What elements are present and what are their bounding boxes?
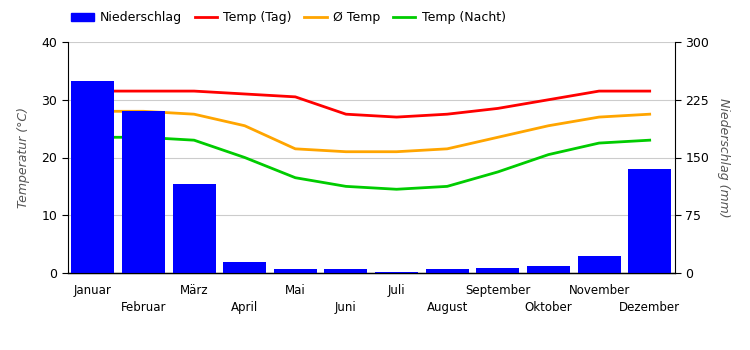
Text: April: April — [231, 301, 258, 314]
Text: August: August — [427, 301, 468, 314]
Bar — [325, 269, 368, 273]
Text: Juni: Juni — [335, 301, 357, 314]
Bar — [578, 256, 620, 273]
Y-axis label: Temperatur (°C): Temperatur (°C) — [17, 107, 30, 208]
Text: Dezember: Dezember — [620, 301, 680, 314]
Legend: Niederschlag, Temp (Tag), Ø Temp, Temp (Nacht): Niederschlag, Temp (Tag), Ø Temp, Temp (… — [66, 6, 511, 29]
Bar — [527, 266, 570, 273]
Text: September: September — [465, 284, 530, 297]
Y-axis label: Niederschlag (mm): Niederschlag (mm) — [717, 98, 730, 217]
Bar — [71, 80, 114, 273]
Text: Juli: Juli — [388, 284, 405, 297]
Bar — [476, 268, 519, 273]
Text: Mai: Mai — [285, 284, 306, 297]
Text: Januar: Januar — [74, 284, 112, 297]
Text: Oktober: Oktober — [524, 301, 572, 314]
Text: März: März — [180, 284, 209, 297]
Text: November: November — [568, 284, 630, 297]
Bar — [122, 111, 165, 273]
Bar — [426, 269, 469, 273]
Bar — [628, 169, 671, 273]
Bar — [172, 184, 215, 273]
Text: Februar: Februar — [121, 301, 166, 314]
Bar — [274, 269, 316, 273]
Bar — [375, 272, 418, 273]
Bar — [224, 262, 266, 273]
